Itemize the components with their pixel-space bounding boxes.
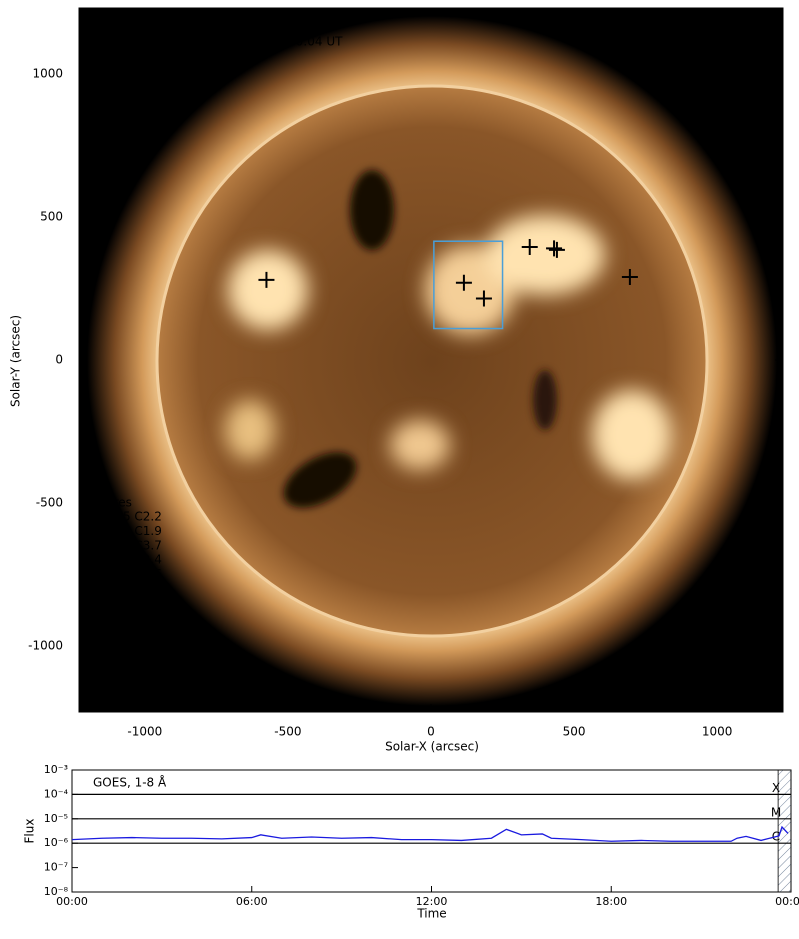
y-tick-label: 500 bbox=[40, 209, 63, 223]
y-tick-label: 10⁻⁵ bbox=[44, 812, 68, 825]
y-tick-label: 1000 bbox=[32, 66, 63, 80]
plot-frame bbox=[71, 769, 792, 893]
x-tick-label: 0 bbox=[427, 725, 435, 739]
x-tick-label: 12:00 bbox=[416, 895, 448, 908]
y-tick-label: 10⁻³ bbox=[44, 763, 68, 776]
x-tick-label: 00:00 bbox=[56, 895, 88, 908]
x-tick-label: 18:00 bbox=[595, 895, 627, 908]
legend-entry: 14:31 C3.7 bbox=[96, 538, 162, 552]
region-box bbox=[433, 240, 504, 330]
active-regions bbox=[225, 215, 672, 480]
legend-entry: 06:15 C2.2 bbox=[96, 510, 162, 524]
class-label: X bbox=[772, 781, 780, 795]
flare-marker bbox=[546, 240, 563, 257]
x-tick-label: 00:00 bbox=[775, 895, 799, 908]
x-axis-label: Time bbox=[416, 907, 446, 921]
flare-marker bbox=[521, 238, 538, 255]
legend-title: Flares bbox=[96, 496, 132, 510]
y-tick-label: 10⁻⁴ bbox=[44, 787, 69, 800]
x-axis-label: Solar-X (arcsec) bbox=[385, 740, 479, 754]
solar-disk bbox=[155, 84, 709, 638]
x-tick-label: 1000 bbox=[702, 725, 733, 739]
coronal-holes bbox=[283, 170, 557, 508]
plot-title: GOES, 1-8 Å bbox=[93, 775, 167, 790]
flare-marker bbox=[475, 290, 492, 307]
x-tick-label: 500 bbox=[563, 725, 586, 739]
x-tick-label: 06:00 bbox=[236, 895, 268, 908]
flare-marker bbox=[455, 274, 472, 291]
flux-line bbox=[71, 825, 789, 842]
y-tick-label: 0 bbox=[55, 353, 63, 367]
legend-entry: 13:54 C1.9 bbox=[96, 524, 162, 538]
y-tick-label: 10⁻⁶ bbox=[44, 836, 69, 849]
x-tick-label: -500 bbox=[274, 725, 301, 739]
y-tick-label: 10⁻⁸ bbox=[44, 885, 69, 898]
y-axis-label: Solar-Y (arcsec) bbox=[9, 315, 23, 407]
legend-entry: 23:40 C4.6 bbox=[96, 596, 162, 610]
legend-entry: 15:43 C2.4 bbox=[96, 553, 162, 567]
x-tick-label: -1000 bbox=[127, 725, 162, 739]
flare-marker bbox=[258, 271, 275, 288]
flare-marker bbox=[548, 241, 565, 258]
flare-marker bbox=[621, 269, 638, 286]
legend-entry: 22:30 C1.9 bbox=[96, 582, 162, 596]
class-label: M bbox=[771, 805, 781, 819]
y-tick-label: -1000 bbox=[28, 639, 63, 653]
image-title: AIA 0193, 22-May-2022, 12:00:04 UT bbox=[120, 35, 343, 49]
legend-entry: 22:11 C1.6 bbox=[96, 567, 162, 581]
y-tick-label: 10⁻⁷ bbox=[44, 861, 68, 874]
y-axis-label: Flux bbox=[23, 819, 37, 844]
hatched-region bbox=[777, 769, 792, 893]
y-tick-label: -500 bbox=[36, 496, 63, 510]
